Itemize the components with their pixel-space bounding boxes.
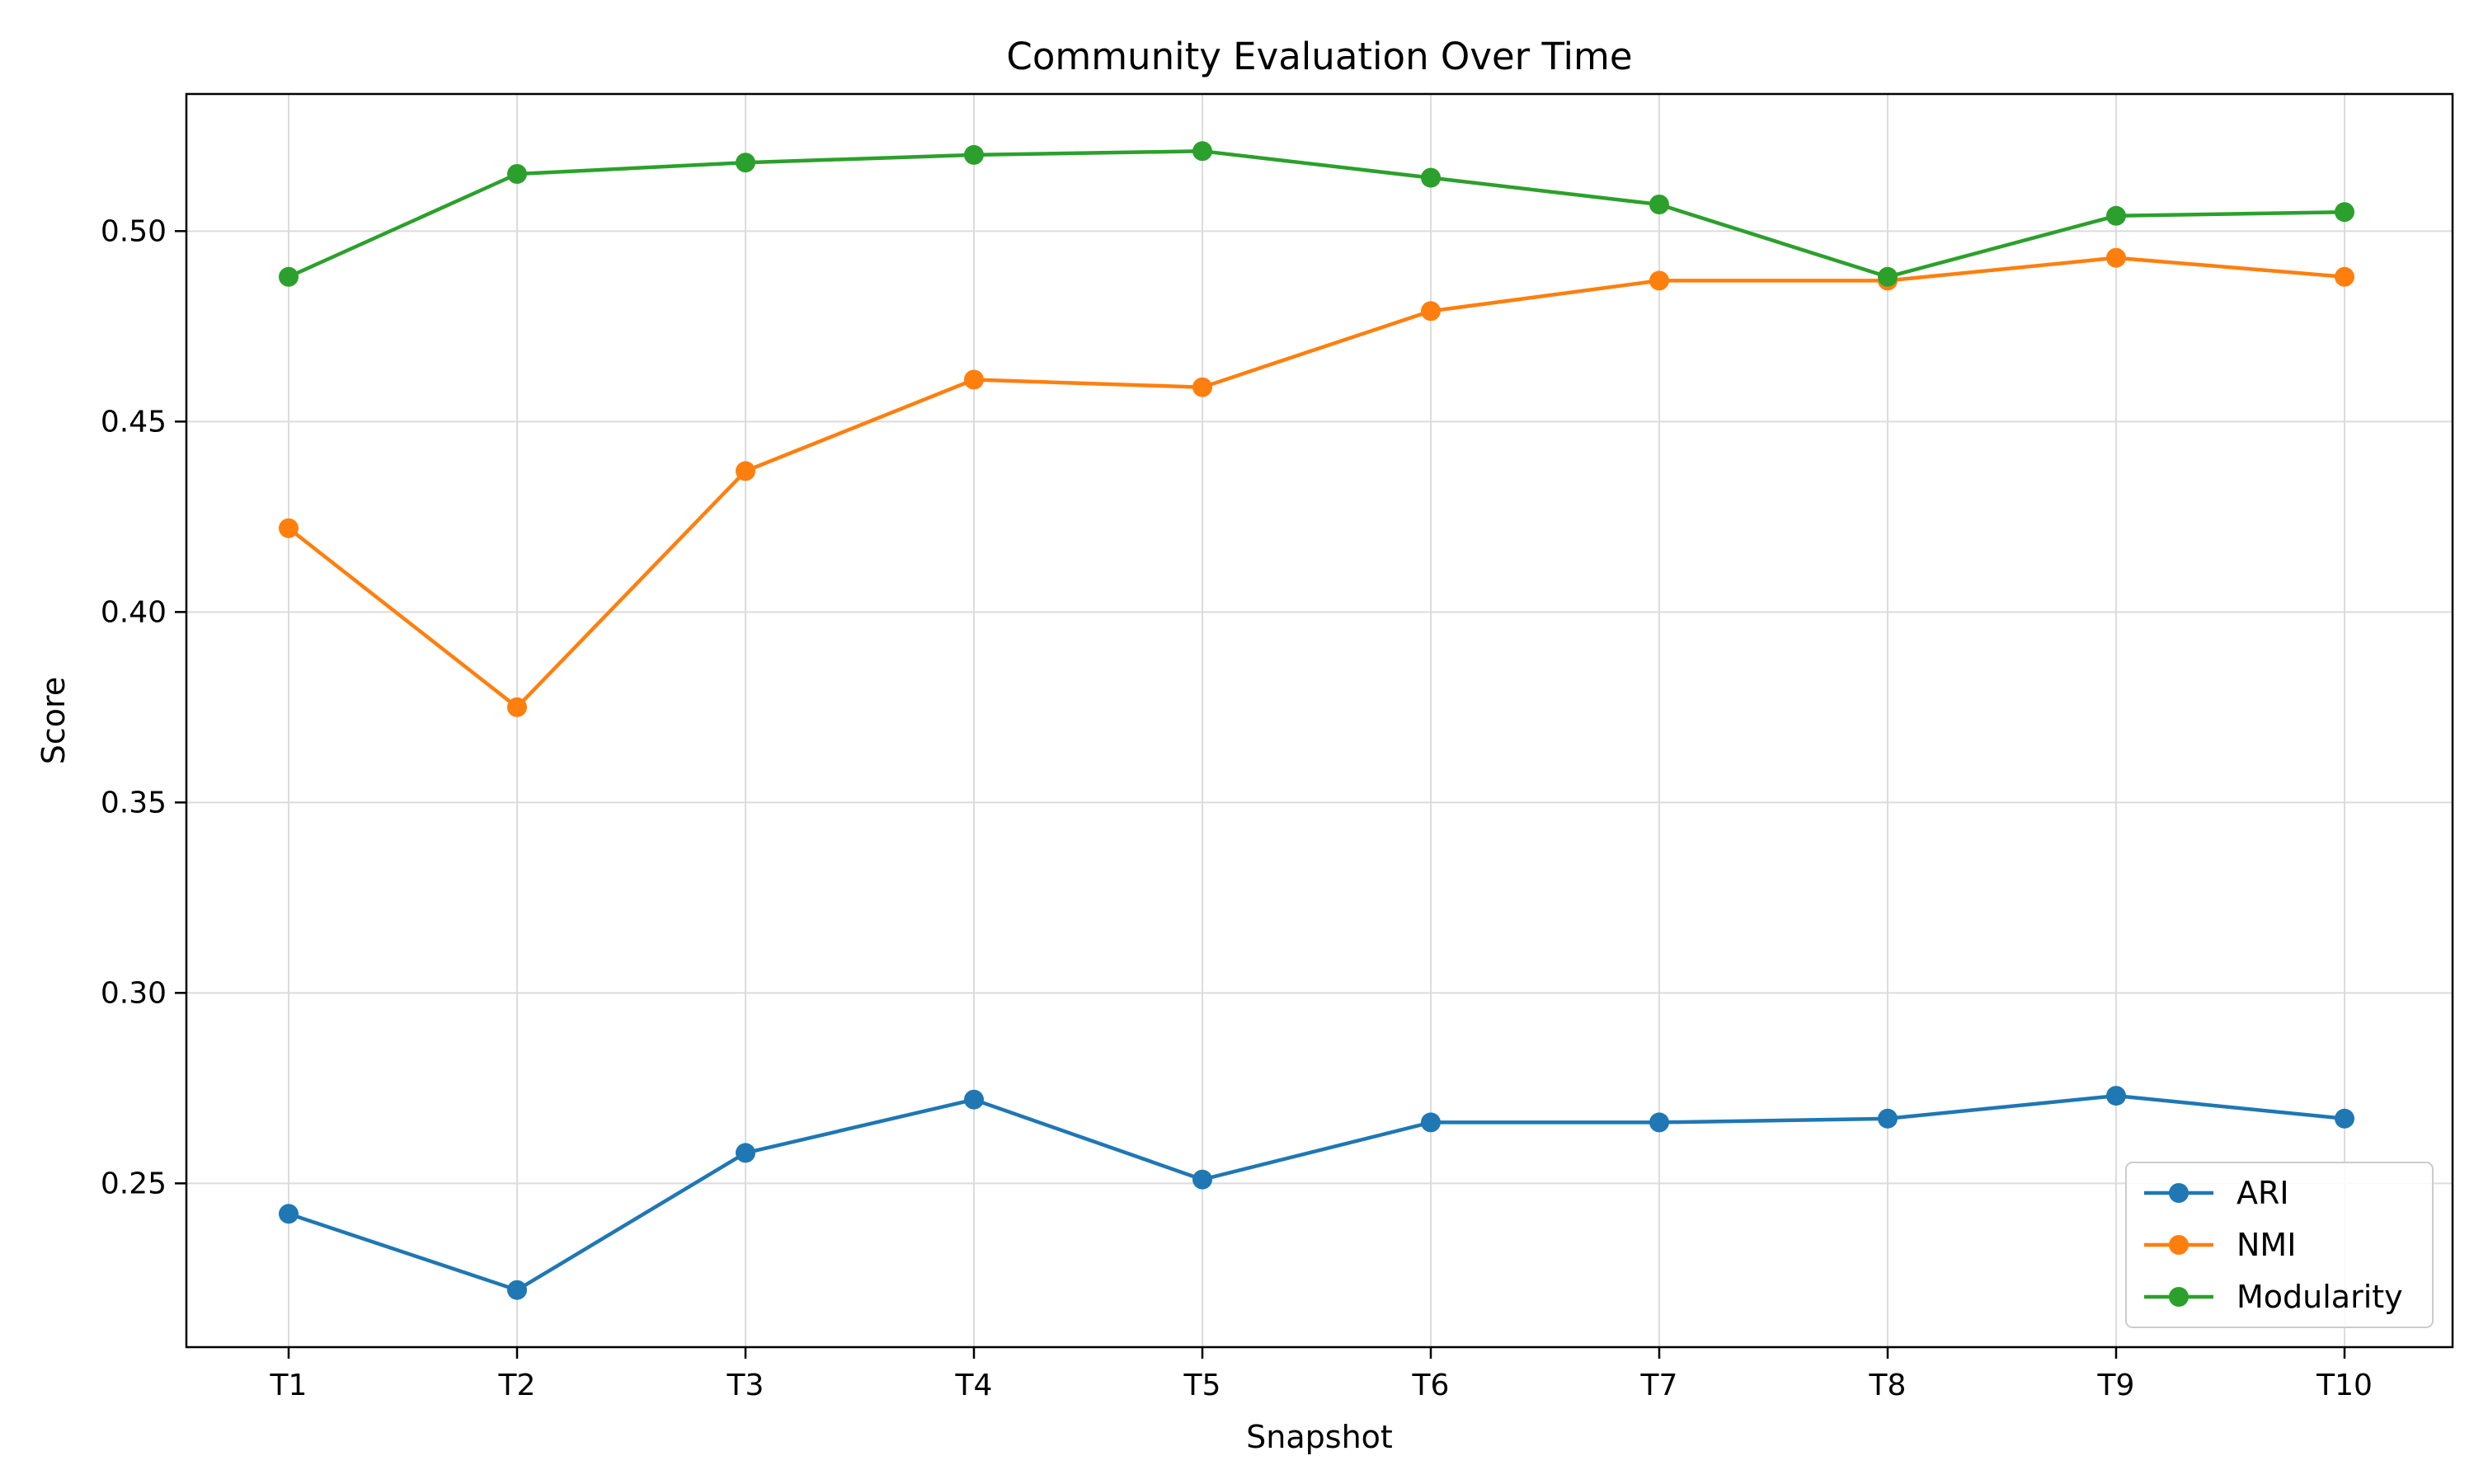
data-point-ari (736, 1143, 755, 1163)
data-point-ari (1192, 1169, 1212, 1190)
data-point-ari (1649, 1112, 1669, 1133)
data-point-ari (1421, 1112, 1441, 1133)
chart-title: Community Evaluation Over Time (1006, 35, 1632, 78)
legend-label-modularity: Modularity (2236, 1279, 2403, 1315)
y-tick-label: 0.35 (101, 786, 167, 819)
y-tick-label: 0.40 (101, 595, 167, 629)
x-tick-label: T2 (498, 1369, 536, 1402)
x-axis-title: Snapshot (1246, 1419, 1393, 1455)
data-point-modularity (964, 144, 984, 165)
data-point-nmi (1649, 270, 1669, 291)
data-point-nmi (2335, 266, 2354, 287)
data-point-ari (1878, 1108, 1898, 1129)
series-line-modularity (288, 149, 2345, 279)
series-line-nmi (287, 256, 2345, 710)
series-line-ari (288, 1093, 2345, 1292)
data-point-modularity (279, 266, 299, 287)
data-point-modularity (2335, 202, 2354, 223)
y-tick-label: 0.45 (101, 405, 167, 439)
legend-marker-nmi (2169, 1235, 2189, 1255)
legend-label-ari: ARI (2236, 1175, 2289, 1211)
data-point-modularity (1878, 266, 1898, 287)
legend: ARI NMI Modularity (2125, 1162, 2434, 1328)
data-point-modularity (736, 153, 755, 173)
data-point-ari (507, 1280, 527, 1300)
data-point-ari (279, 1204, 299, 1224)
data-point-modularity (2106, 205, 2126, 226)
legend-marker-modularity (2169, 1287, 2189, 1307)
axis-ticks: T1 T2 T3 T4 T5 T6 T7 T8 T9 T10 0.25 0.30 0.35 0.40 0.4… (101, 214, 2373, 1402)
data-point-ari (964, 1089, 984, 1110)
data-point-nmi (1421, 301, 1441, 322)
x-tick-label: T6 (1412, 1369, 1450, 1402)
data-point-modularity (507, 164, 527, 184)
plot-frame (185, 92, 2454, 1349)
x-tick-label: T7 (1640, 1369, 1678, 1402)
x-tick-label: T5 (1183, 1369, 1221, 1402)
x-tick-label: T8 (1869, 1369, 1907, 1402)
data-point-ari (2335, 1108, 2354, 1129)
x-tick-label: T9 (2097, 1369, 2135, 1402)
data-point-nmi (964, 369, 984, 390)
legend-marker-ari (2169, 1183, 2189, 1203)
data-point-nmi (507, 697, 527, 717)
y-tick-label: 0.50 (101, 214, 167, 248)
data-point-ari (2106, 1086, 2126, 1106)
x-tick-label: T1 (270, 1369, 308, 1402)
x-tick-label: T3 (727, 1369, 764, 1402)
y-tick-label: 0.30 (101, 976, 167, 1010)
data-point-nmi (2106, 247, 2126, 268)
data-point-modularity (1192, 141, 1212, 162)
x-tick-label: T10 (2316, 1369, 2373, 1402)
data-point-modularity (1649, 195, 1669, 214)
x-tick-label: T4 (955, 1369, 993, 1402)
legend-box (2125, 1162, 2434, 1328)
data-point-nmi (1192, 377, 1212, 397)
y-axis-title: Score (35, 677, 72, 764)
data-point-nmi (279, 518, 299, 538)
series-layer (279, 141, 2354, 1300)
legend-label-nmi: NMI (2236, 1227, 2296, 1263)
data-point-modularity (1421, 167, 1441, 188)
data-point-nmi (736, 461, 755, 481)
y-tick-label: 0.25 (101, 1167, 167, 1200)
